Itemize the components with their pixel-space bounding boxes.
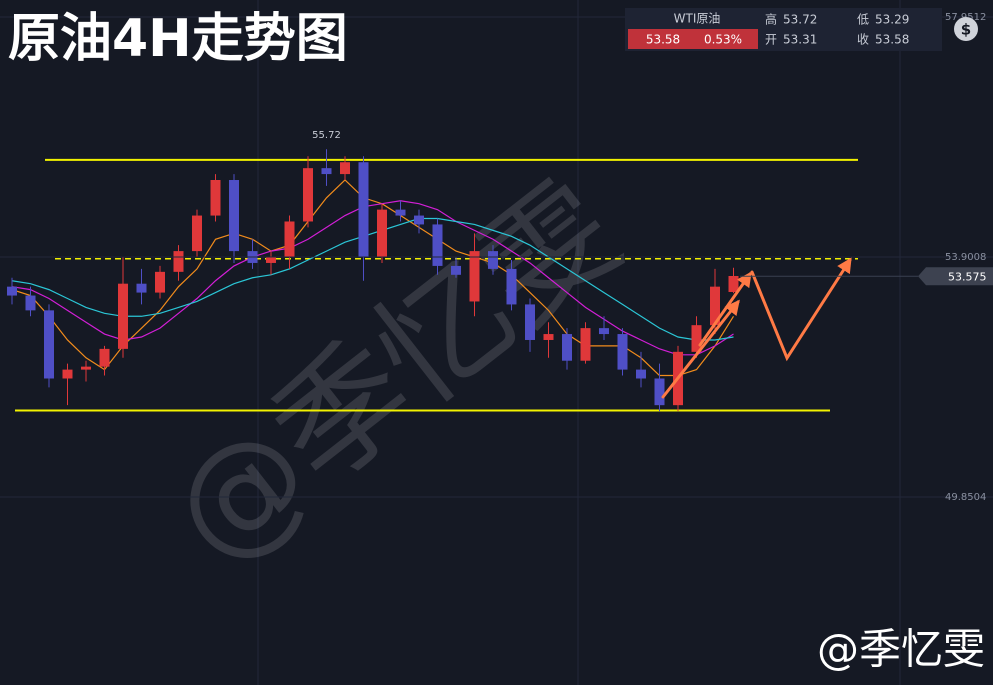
signature: @季忆雯 [817,625,985,674]
quote-panel: WTI原油 53.58 0.53% 高 53.72 低 53.29 开 53.3… [625,8,942,51]
candle-body [229,180,239,252]
high-value: 53.72 [783,13,817,27]
candle-body [266,257,276,263]
close-value: 53.58 [875,33,909,47]
candle-body [81,366,91,370]
candle-body [395,209,406,216]
close-label: 收 [857,33,869,47]
trend-arrows [661,257,852,399]
max-label: 55.72 [312,130,341,141]
arrow [750,257,852,362]
candle-body [562,334,572,361]
candle-body [488,251,498,269]
grid [257,0,901,685]
arrow [698,271,752,347]
candle-body [728,275,739,292]
currency-icon[interactable] [954,17,978,41]
candle-body [377,209,387,258]
candle-body [469,251,480,302]
chart-title: 原油4H走势图 [8,9,348,69]
candle-body [99,348,110,367]
y-tick-label: 49.8504 [945,492,986,503]
change-pct: 0.53% [704,33,742,47]
candle-body [321,168,332,175]
candle-body [599,328,609,335]
candle-body [303,168,313,222]
arrow [661,299,740,399]
last-price-label: 53.575 [948,270,987,283]
candle-body [580,328,591,361]
ma-line [11,200,734,356]
candle-body [192,215,202,252]
candle-body [543,334,554,340]
ma-line [11,217,734,341]
candle-body [414,215,424,225]
candle-body [451,265,461,275]
last-price-tag [918,267,993,286]
candle-body [340,162,350,175]
price: 53.58 [646,33,680,47]
ma-line [11,179,735,377]
open-label: 开 [765,33,777,47]
candle-body [62,369,73,379]
candle-body [636,369,646,379]
candle-body [617,334,628,370]
candle-body [25,295,36,311]
low-value: 53.29 [875,13,909,27]
candle-body [7,286,17,296]
candle-body [210,180,221,216]
price-box [628,29,758,49]
candle-body [710,286,720,326]
currency-icon-text[interactable]: $ [961,21,971,39]
candle-body [155,271,165,293]
candle-body [118,283,128,349]
candle-body [284,221,295,258]
open-value: 53.31 [783,33,817,47]
candle-body [358,162,369,258]
candle-body [654,378,665,406]
symbol: WTI原油 [674,12,721,26]
y-tick-label: 53.9008 [945,252,986,263]
candle-body [44,310,54,379]
high-label: 高 [765,12,777,27]
low-label: 低 [857,13,869,27]
candle-body [525,304,535,340]
candle-body [432,224,443,266]
candle-body [506,268,517,305]
candle-body [691,325,702,352]
candle-body [173,251,184,272]
candle-body [136,283,147,293]
